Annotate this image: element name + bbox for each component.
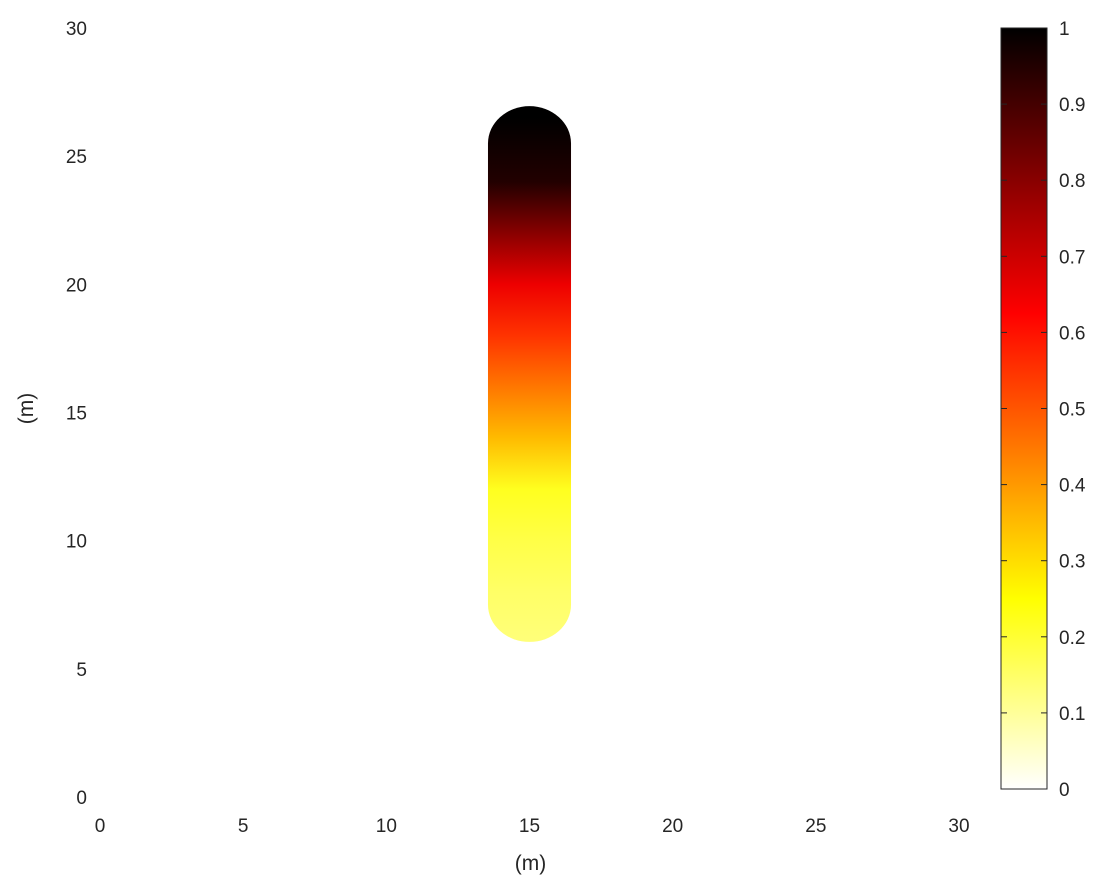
colorbar-tick-label: 0.4	[1059, 476, 1086, 497]
colorbar-tick-label: 0.9	[1059, 95, 1085, 116]
x-tick-label: 25	[805, 816, 826, 837]
y-tick-label: 20	[66, 275, 87, 296]
heat-region	[487, 106, 572, 642]
colorbar: 0 0.1 0.2 0.3 0.4 0.5 0.6 0.7 0.8 0.9 1	[1000, 19, 1086, 801]
x-tick-label: 5	[238, 816, 249, 837]
x-axis-ticks: 0 5 10 15 20 25 30	[95, 816, 970, 837]
y-tick-label: 30	[66, 19, 87, 40]
y-axis-ticks: 0 5 10 15 20 25 30	[66, 19, 87, 809]
y-tick-label: 15	[66, 404, 87, 425]
colorbar-tick-label: 0.7	[1059, 247, 1085, 268]
colorbar-tick-label: 0.2	[1059, 628, 1085, 649]
x-tick-label: 20	[662, 816, 683, 837]
x-tick-label: 0	[95, 816, 106, 837]
x-axis-label: (m)	[515, 852, 546, 875]
colorbar-gradient-bar	[1000, 27, 1048, 790]
x-tick-label: 30	[948, 816, 969, 837]
plot-area	[487, 106, 572, 642]
colorbar-tick-label: 0	[1059, 780, 1070, 801]
colorbar-tick-label: 0.6	[1059, 323, 1085, 344]
colorbar-tick-label: 0.3	[1059, 552, 1085, 573]
y-tick-label: 0	[76, 788, 87, 809]
colorbar-tick-label: 0.5	[1059, 400, 1085, 421]
x-tick-label: 15	[519, 816, 540, 837]
colorbar-tick-label: 0.8	[1059, 171, 1085, 192]
y-tick-label: 5	[76, 660, 87, 681]
colorbar-tick-label: 0.1	[1059, 704, 1085, 725]
y-tick-label: 10	[66, 532, 87, 553]
y-axis-label: (m)	[15, 393, 38, 424]
x-tick-label: 10	[376, 816, 397, 837]
y-tick-label: 25	[66, 147, 87, 168]
colorbar-tick-label: 1	[1059, 19, 1070, 40]
colorbar-ticks: 0 0.1 0.2 0.3 0.4 0.5 0.6 0.7 0.8 0.9 1	[1001, 19, 1086, 801]
